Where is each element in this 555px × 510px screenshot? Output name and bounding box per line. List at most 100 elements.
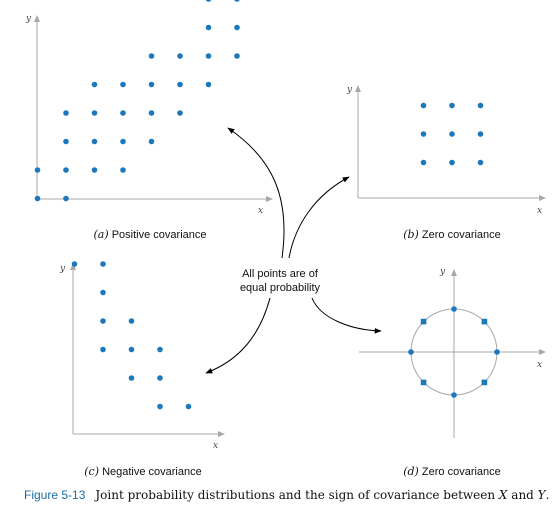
panel-c-point [157,375,163,381]
panel-c-point [157,346,163,353]
panel-c-points [71,261,192,410]
panel-a-point [148,81,155,88]
panel-c-letter: (c) [84,465,99,478]
panel-b-point [420,102,427,109]
figure-caption-var-x: X [498,488,508,502]
arrow-to-panel-b [288,176,350,259]
arrow-to-panel-c [205,297,271,374]
panel-a-label: Positive covariance [112,229,207,241]
panel-a-point [91,138,98,145]
panel-b-point [449,102,455,109]
panel-a-point [148,53,155,59]
panel-a-point [120,167,126,173]
panel-a-points [34,0,240,202]
panel-b-point [449,159,455,166]
figure-caption: Figure 5-13 Joint probability distributio… [24,488,549,502]
panel-a-point [177,81,183,88]
panel-c-point [128,375,135,381]
panel-d-point [408,349,414,355]
panel-c-x-arrowhead [218,431,225,437]
panel-c-point [100,261,106,267]
panel-a-point [34,195,41,202]
center-note: All points are of equal probability [240,268,321,294]
panel-c-y-arrowhead [70,263,76,270]
panel-d-point [420,379,427,386]
panel-d-point [451,306,457,312]
figure-caption-text-1: Joint probability distributions and the … [93,488,499,502]
panel-b-point [477,159,484,166]
panel-a-letter: (a) [94,228,109,241]
figure-caption-var-y: Y [538,488,547,502]
panel-a-point [91,110,98,116]
panel-a-point [34,167,41,173]
panel-a-x-arrowhead [266,196,273,202]
panel-d-point [481,379,488,386]
panel-d-y-arrowhead [451,269,457,276]
panel-a-point [63,138,69,145]
panel-a-point [148,138,155,145]
panel-a-point [120,138,126,145]
panel-b-x-arrowhead [539,195,546,201]
panel-c-caption: (c) Negative covariance [84,465,201,478]
arrow-to-panel-d [311,297,382,334]
panel-a-point [91,81,98,88]
panel-c-point [185,403,192,410]
panel-a-x-label: x [258,206,263,216]
panel-a-point [205,24,212,31]
panel-b-letter: (b) [403,228,419,241]
panel-c-point [100,289,106,296]
panel-b-point [420,159,427,166]
panel-d-x-arrowhead [539,349,546,355]
panel-a-point [63,167,69,173]
panel-d-y-label: y [439,267,446,277]
center-note-line-1: All points are of [242,268,319,280]
panel-a-point [205,81,212,88]
panel-a-point [205,0,212,2]
panel-c-point [100,346,106,353]
center-note-line-2: equal probability [240,282,321,294]
panel-a-point [91,167,98,173]
panel-a-point [234,53,240,59]
panel-a-point [234,0,240,2]
arrow-to-panel-a [227,127,285,259]
panel-zero-covariance-grid: y x (b) Zero covariance [346,85,546,241]
figure-number: Figure 5-13 [24,488,86,502]
panel-d-caption: (d) Zero covariance [403,465,501,478]
panel-d-point [494,349,500,355]
panel-b-point [477,102,484,109]
panel-a-point [120,81,126,88]
panel-a-caption: (a) Positive covariance [94,228,207,241]
panel-zero-covariance-circle: y x (d) Zero covariance [359,267,546,478]
panel-b-y-arrowhead [355,85,361,92]
panel-a-point [63,110,69,116]
panel-a-point [177,53,183,59]
panel-d-x-label: x [537,360,542,370]
panel-b-label: Zero covariance [422,229,501,241]
panel-d-point [420,318,427,325]
figure-caption-text-3: . [546,488,550,502]
panel-a-point [148,110,155,116]
panel-d-points [408,306,500,398]
panel-c-y-label: y [59,264,66,274]
panel-c-point [71,261,78,267]
panel-b-point [477,131,484,137]
panel-c-point [128,318,135,324]
panel-negative-covariance: y x (c) Negative covariance [59,261,225,478]
panel-a-y-arrowhead [34,15,40,22]
panel-b-caption: (b) Zero covariance [403,228,501,241]
panel-positive-covariance: y x (a) Positive covariance [25,0,273,241]
panel-b-points [420,102,484,166]
panel-d-point [481,318,488,325]
panel-c-label: Negative covariance [102,466,202,478]
panel-b-y-label: y [346,85,353,95]
panel-a-point [177,110,183,116]
panel-a-point [120,110,126,116]
panel-c-point [128,346,135,353]
panel-c-point [157,403,163,410]
panel-d-label: Zero covariance [422,466,501,478]
panel-a-point [63,195,69,202]
panel-b-point [420,131,427,137]
panel-a-point [205,53,212,59]
figure-caption-text-2: and [507,488,537,502]
